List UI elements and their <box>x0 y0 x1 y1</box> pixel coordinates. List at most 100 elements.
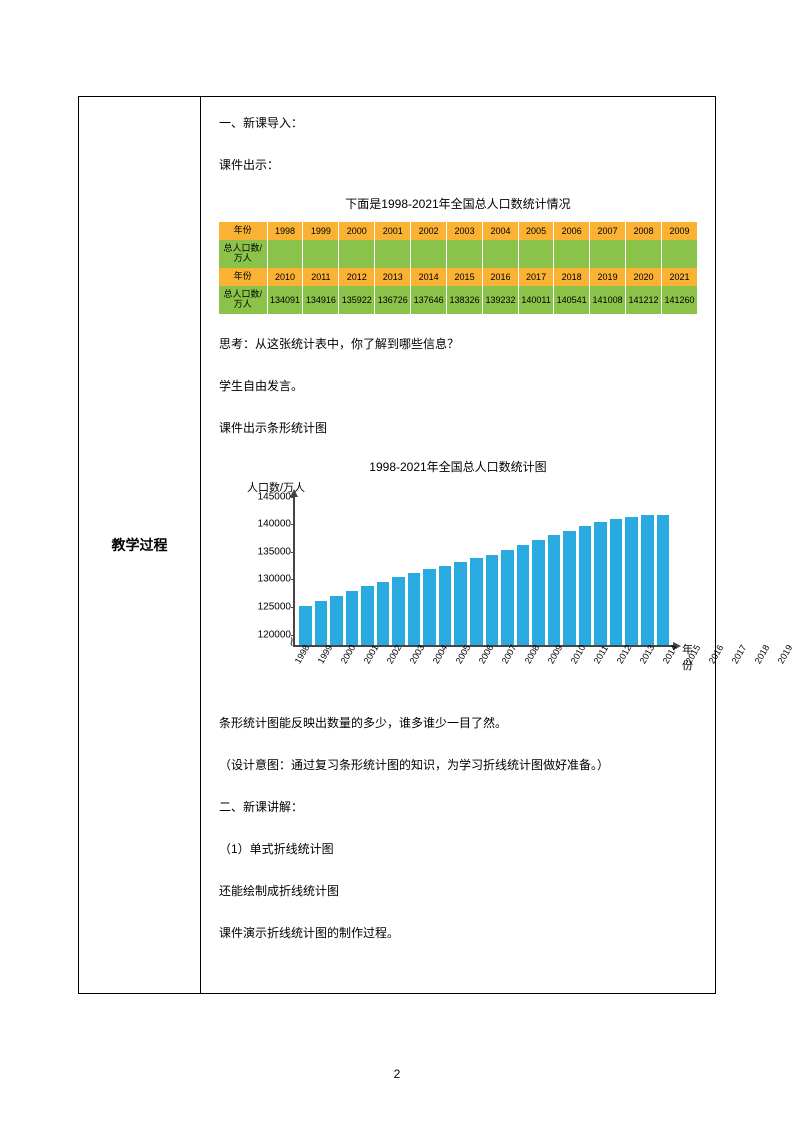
table-row: 总人口数/万人 134091134916135922136726137646 13… <box>219 286 697 314</box>
table-cell: 2019 <box>590 268 626 286</box>
cell-pop-label: 总人口数/万人 <box>219 240 267 268</box>
table-cell: 141212 <box>626 286 662 314</box>
paragraph: 课件出示： <box>219 153 697 177</box>
y-tick-label: 125000 <box>258 601 291 612</box>
table-cell <box>375 240 411 268</box>
table-cell: 2010 <box>267 268 303 286</box>
table-cell <box>554 240 590 268</box>
table-cell: 135922 <box>339 286 375 314</box>
table-cell: 2018 <box>554 268 590 286</box>
table-cell: 1998 <box>267 222 303 240</box>
table-cell <box>267 240 303 268</box>
paragraph: 一、新课导入： <box>219 111 697 135</box>
paragraph: 还能绘制成折线统计图 <box>219 879 697 903</box>
bar <box>532 540 545 644</box>
page-number: 2 <box>0 1067 794 1081</box>
bar <box>330 596 343 645</box>
table-cell: 2005 <box>518 222 553 240</box>
table-cell <box>590 240 626 268</box>
bar <box>563 531 576 644</box>
x-tick-label: 2017 <box>730 643 749 665</box>
content-column: 一、新课导入： 课件出示： 下面是1998-2021年全国总人口数统计情况 年份… <box>201 97 715 993</box>
table-cell: 2014 <box>411 268 447 286</box>
x-labels: 1998199920002001200220032004200520062007… <box>297 649 667 659</box>
table-cell: 2008 <box>626 222 662 240</box>
table-cell <box>626 240 662 268</box>
table-cell: 1999 <box>303 222 339 240</box>
bar <box>641 515 654 644</box>
bar <box>517 545 530 645</box>
table-cell <box>447 240 483 268</box>
table-cell: 2009 <box>661 222 697 240</box>
cell-year-label: 年份 <box>219 222 267 240</box>
table-cell: 2000 <box>339 222 375 240</box>
bar <box>299 606 312 644</box>
bar <box>439 566 452 645</box>
paragraph: 课件出示条形统计图 <box>219 416 697 440</box>
paragraph: 二、新课讲解： <box>219 795 697 819</box>
paragraph: （1）单式折线统计图 <box>219 837 697 861</box>
bar <box>610 519 623 644</box>
table-cell: 134091 <box>267 286 303 314</box>
table-cell <box>303 240 339 268</box>
table-cell: 2016 <box>483 268 519 286</box>
axis-break-icon: ≀ <box>289 637 294 645</box>
table-cell: 141260 <box>661 286 697 314</box>
bar <box>486 555 499 645</box>
x-axis-label: 年份 <box>682 641 697 673</box>
table-cell: 2003 <box>447 222 483 240</box>
paragraph: 课件演示折线统计图的制作过程。 <box>219 921 697 945</box>
table-cell: 140541 <box>554 286 590 314</box>
table-row: 总人口数/万人 <box>219 240 697 268</box>
table-cell: 2007 <box>590 222 626 240</box>
table-cell <box>518 240 553 268</box>
cell-pop-label: 总人口数/万人 <box>219 286 267 314</box>
y-tick-label: 120000 <box>258 629 291 640</box>
table-cell: 2012 <box>339 268 375 286</box>
bar <box>501 550 514 644</box>
table-cell: 2011 <box>303 268 339 286</box>
table-cell <box>661 240 697 268</box>
table-cell: 2020 <box>626 268 662 286</box>
table-cell: 2006 <box>554 222 590 240</box>
bar <box>548 535 561 644</box>
y-tick-label: 130000 <box>258 574 291 585</box>
y-tick-label: 135000 <box>258 546 291 557</box>
section-heading: 教学过程 <box>79 97 201 993</box>
table-cell: 139232 <box>483 286 519 314</box>
bar <box>423 569 436 644</box>
bar <box>657 515 670 644</box>
bar-chart: 1998-2021年全国总人口数统计图 人口数/万人 1200001250001… <box>219 458 697 693</box>
table-cell <box>411 240 447 268</box>
paragraph: 学生自由发言。 <box>219 374 697 398</box>
x-tick-label: 2016 <box>707 643 726 665</box>
bar <box>315 601 328 645</box>
bar <box>392 577 405 644</box>
table-cell <box>339 240 375 268</box>
table-cell: 2017 <box>518 268 553 286</box>
bar <box>470 558 483 645</box>
table-cell: 137646 <box>411 286 447 314</box>
bars-container <box>299 495 669 645</box>
table-cell: 136726 <box>375 286 411 314</box>
table-cell: 2001 <box>375 222 411 240</box>
table-cell: 134916 <box>303 286 339 314</box>
bar <box>625 517 638 645</box>
bar <box>346 591 359 645</box>
paragraph: 条形统计图能反映出数量的多少，谁多谁少一目了然。 <box>219 711 697 735</box>
table-cell: 2013 <box>375 268 411 286</box>
table-cell: 2015 <box>447 268 483 286</box>
table-row: 年份 2010201120122013201420152016201720182… <box>219 268 697 286</box>
cell-year-label: 年份 <box>219 268 267 286</box>
y-tick-label: 140000 <box>258 519 291 530</box>
paragraph: （设计意图：通过复习条形统计图的知识，为学习折线统计图做好准备。） <box>219 753 697 777</box>
plot-area: 120000125000130000135000140000145000≀ <box>293 497 673 647</box>
chart-area: 人口数/万人 120000125000130000135000140000145… <box>237 483 697 693</box>
bar <box>408 573 421 645</box>
table-cell: 2004 <box>483 222 519 240</box>
bar <box>361 586 374 645</box>
table-cell: 140011 <box>518 286 553 314</box>
paragraph: 思考：从这张统计表中，你了解到哪些信息？ <box>219 332 697 356</box>
table-title: 下面是1998-2021年全国总人口数统计情况 <box>219 195 697 212</box>
bar <box>454 562 467 645</box>
